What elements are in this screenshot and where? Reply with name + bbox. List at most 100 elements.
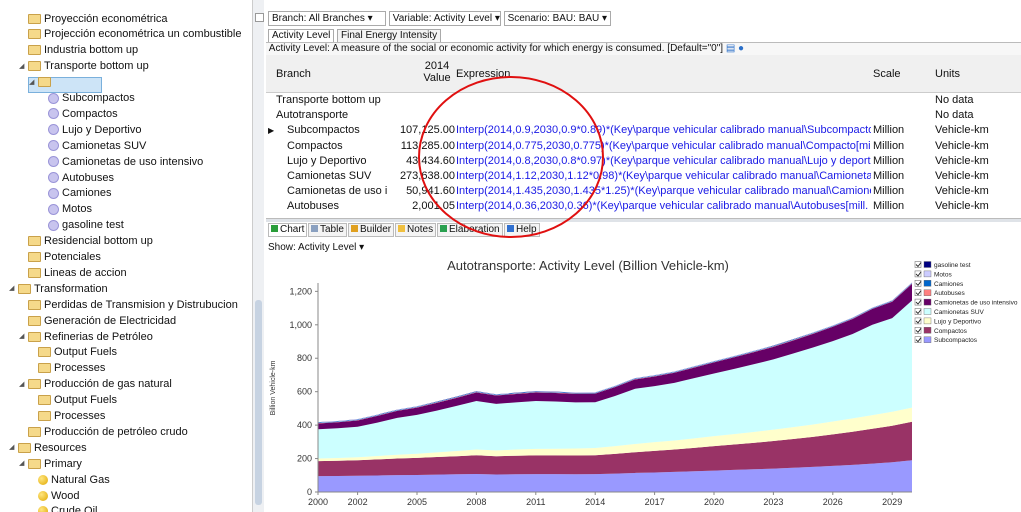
tree-item[interactable]: Perdidas de Transmision y Distrubucion <box>28 298 238 313</box>
scrollbar[interactable] <box>252 0 264 512</box>
tree-icon <box>28 379 41 390</box>
expander[interactable]: ◢ <box>19 62 25 70</box>
column-header[interactable]: Scale <box>873 68 901 80</box>
legend-check <box>915 281 922 286</box>
tree-icon <box>48 140 59 152</box>
tree-item[interactable]: Resources <box>18 441 87 456</box>
expander[interactable]: ◢ <box>19 380 25 388</box>
tree-item[interactable]: Motos <box>48 202 92 217</box>
tree-item[interactable]: Camionetas SUV <box>48 139 146 154</box>
table-cell: Vehicle-km <box>935 124 989 137</box>
tree-item[interactable]: Producción de petróleo crudo <box>28 425 188 440</box>
tree-item[interactable]: Compactos <box>48 107 118 122</box>
table-cell: Million <box>873 139 905 152</box>
tree-item[interactable] <box>38 75 54 90</box>
tree-item[interactable]: Transformation <box>18 282 108 297</box>
splitter[interactable] <box>266 218 1021 222</box>
tree-item[interactable]: Projección econométrica un combustible <box>28 27 242 42</box>
tree-label: Producción de gas natural <box>44 378 172 391</box>
variable-dropdown[interactable]: Variable: Activity Level ▾ <box>388 11 501 26</box>
tree-item[interactable]: Output Fuels <box>38 393 117 408</box>
tree-item[interactable]: Camionetas de uso intensivo <box>48 155 203 170</box>
expander[interactable]: ◢ <box>19 333 25 340</box>
tree-item[interactable]: Proyección econométrica <box>28 12 168 27</box>
description-bar: Activity Level: A measure of the social … <box>266 42 1021 55</box>
y-tick-label: 0 <box>307 487 312 497</box>
tab-icon <box>351 225 358 232</box>
tree-item[interactable]: Subcompactos <box>48 91 135 106</box>
x-tick-label: 2011 <box>526 497 545 507</box>
chart-tab[interactable]: Notes <box>395 223 437 237</box>
chart-tab[interactable]: Elaboration <box>437 223 503 237</box>
tree-icon <box>28 45 41 56</box>
tree-item[interactable]: gasoline test <box>48 218 124 233</box>
table-cell: Autobuses <box>287 200 339 213</box>
expander[interactable]: ◢ <box>9 444 15 452</box>
tree-label: Lineas de accion <box>44 266 127 279</box>
tab[interactable]: Activity Level <box>268 29 335 42</box>
legend-label: Motos <box>934 271 952 278</box>
tree-item[interactable]: Natural Gas <box>38 473 110 488</box>
chart-tab[interactable]: Help <box>504 223 540 237</box>
tab-label: Builder <box>360 224 392 235</box>
tree-label: Output Fuels <box>54 346 117 359</box>
column-header[interactable]: Expression <box>456 68 511 80</box>
tree-label: Projección econométrica un combustible <box>44 28 242 41</box>
y-tick-label: 200 <box>297 454 312 464</box>
tab[interactable]: Final Energy Intensity <box>337 29 442 42</box>
expander[interactable]: ◢ <box>29 78 35 86</box>
legend-check <box>915 290 922 296</box>
expander[interactable]: ◢ <box>9 285 15 293</box>
tree-item[interactable]: Transporte bottom up <box>28 59 149 74</box>
legend-swatch <box>923 336 932 343</box>
x-tick-label: 2020 <box>704 497 724 507</box>
tree-item[interactable]: Lujo y Deportivo <box>48 123 142 138</box>
expander[interactable]: ◢ <box>19 460 25 468</box>
table-cell: Million <box>873 124 905 137</box>
tree-label: Lujo y Deportivo <box>62 123 142 136</box>
tree-item[interactable]: Industria bottom up <box>28 43 138 58</box>
tree-icon <box>48 172 59 184</box>
table-cell: Interp(2014,1.435,2030,1.435*1.25)*(Key\… <box>456 185 871 198</box>
show-label: Show: Activity Level <box>268 242 357 253</box>
tree-icon <box>48 124 59 136</box>
tree-icon <box>48 219 59 231</box>
tree-item[interactable]: Camiones <box>48 186 112 201</box>
tab-icon <box>398 225 405 232</box>
tree-item[interactable]: Autobuses <box>48 171 114 186</box>
column-header[interactable]: Branch <box>276 68 311 80</box>
tree-item[interactable]: Processes <box>38 409 105 424</box>
table-cell: Vehicle-km <box>935 154 989 167</box>
tree-icon <box>28 252 41 263</box>
branch-dropdown[interactable]: Branch: All Branches ▾ <box>268 11 386 26</box>
row-marker: ▶ <box>268 126 275 136</box>
tree-item[interactable]: Wood <box>38 489 80 504</box>
chart-tab[interactable]: Table <box>308 223 347 237</box>
column-header[interactable]: 2014 Value <box>423 60 451 84</box>
legend-check <box>915 318 922 324</box>
tree-item[interactable]: Refinerias de Petróleo <box>28 330 153 345</box>
tree-item[interactable]: Lineas de accion <box>28 266 127 281</box>
tree-item[interactable]: Processes <box>38 361 105 376</box>
tree-item[interactable]: Crude Oil <box>38 504 97 512</box>
legend-checkbox <box>914 327 922 334</box>
scroll-thumb[interactable] <box>255 300 262 505</box>
chart-tab[interactable]: Chart <box>268 223 308 237</box>
tree-item[interactable]: Producción de gas natural <box>28 377 172 392</box>
tree-label: Perdidas de Transmision y Distrubucion <box>44 298 238 311</box>
tree-item[interactable]: Residencial bottom up <box>28 234 153 249</box>
tree-item[interactable]: Generación de Electricidad <box>28 314 176 329</box>
y-tick-label: 400 <box>297 420 312 430</box>
tree-item[interactable]: Primary <box>28 457 82 472</box>
table-cell: Lujo y Deportivo <box>287 154 367 167</box>
collapse-button[interactable] <box>255 13 264 22</box>
tree-item[interactable]: Output Fuels <box>38 345 117 360</box>
scenario-dropdown[interactable]: Scenario: BAU: BAU ▾ <box>503 11 612 26</box>
chart-tab[interactable]: Builder <box>348 223 395 237</box>
y-axis-label: Billion Vehicle-km <box>270 360 277 415</box>
tree-item[interactable]: Potenciales <box>28 250 101 265</box>
tree-icon <box>28 13 41 24</box>
show-selector[interactable]: Show: Activity Level ▾ <box>268 242 365 253</box>
column-header[interactable]: Units <box>935 68 961 80</box>
